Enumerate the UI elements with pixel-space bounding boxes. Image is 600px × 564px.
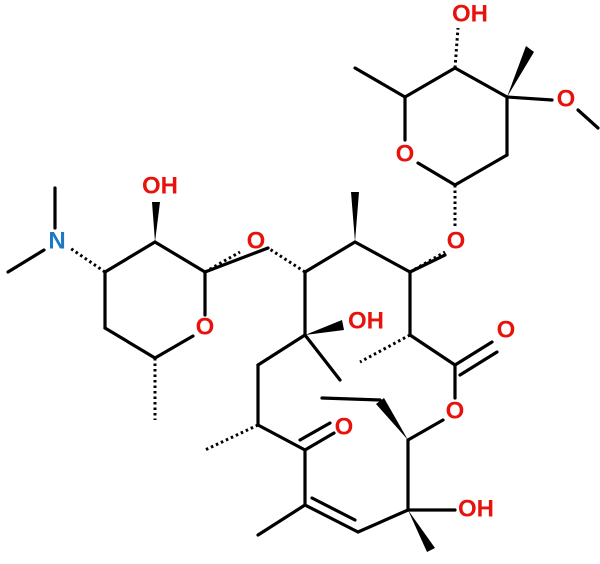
bonds (6, 66, 600, 537)
atom-label: OH (348, 307, 384, 334)
wedge-bonds (152, 46, 534, 552)
atom-labels: OH O O OH O O N O OH O O O OH (48, 0, 575, 522)
atom-label: O (557, 85, 576, 112)
atom-label: OH (458, 495, 494, 522)
atom-label: O (446, 397, 465, 424)
atom-label: O (196, 313, 215, 340)
atom-label: O (396, 140, 415, 167)
atom-label: O (447, 227, 466, 254)
atom-label: OH (142, 172, 178, 199)
atom-label: O (335, 413, 354, 440)
atom-label: O (247, 227, 266, 254)
hashed-bonds (69, 27, 460, 452)
atom-label: O (497, 316, 516, 343)
atom-label: OH (452, 0, 488, 27)
atom-label: N (48, 227, 65, 254)
